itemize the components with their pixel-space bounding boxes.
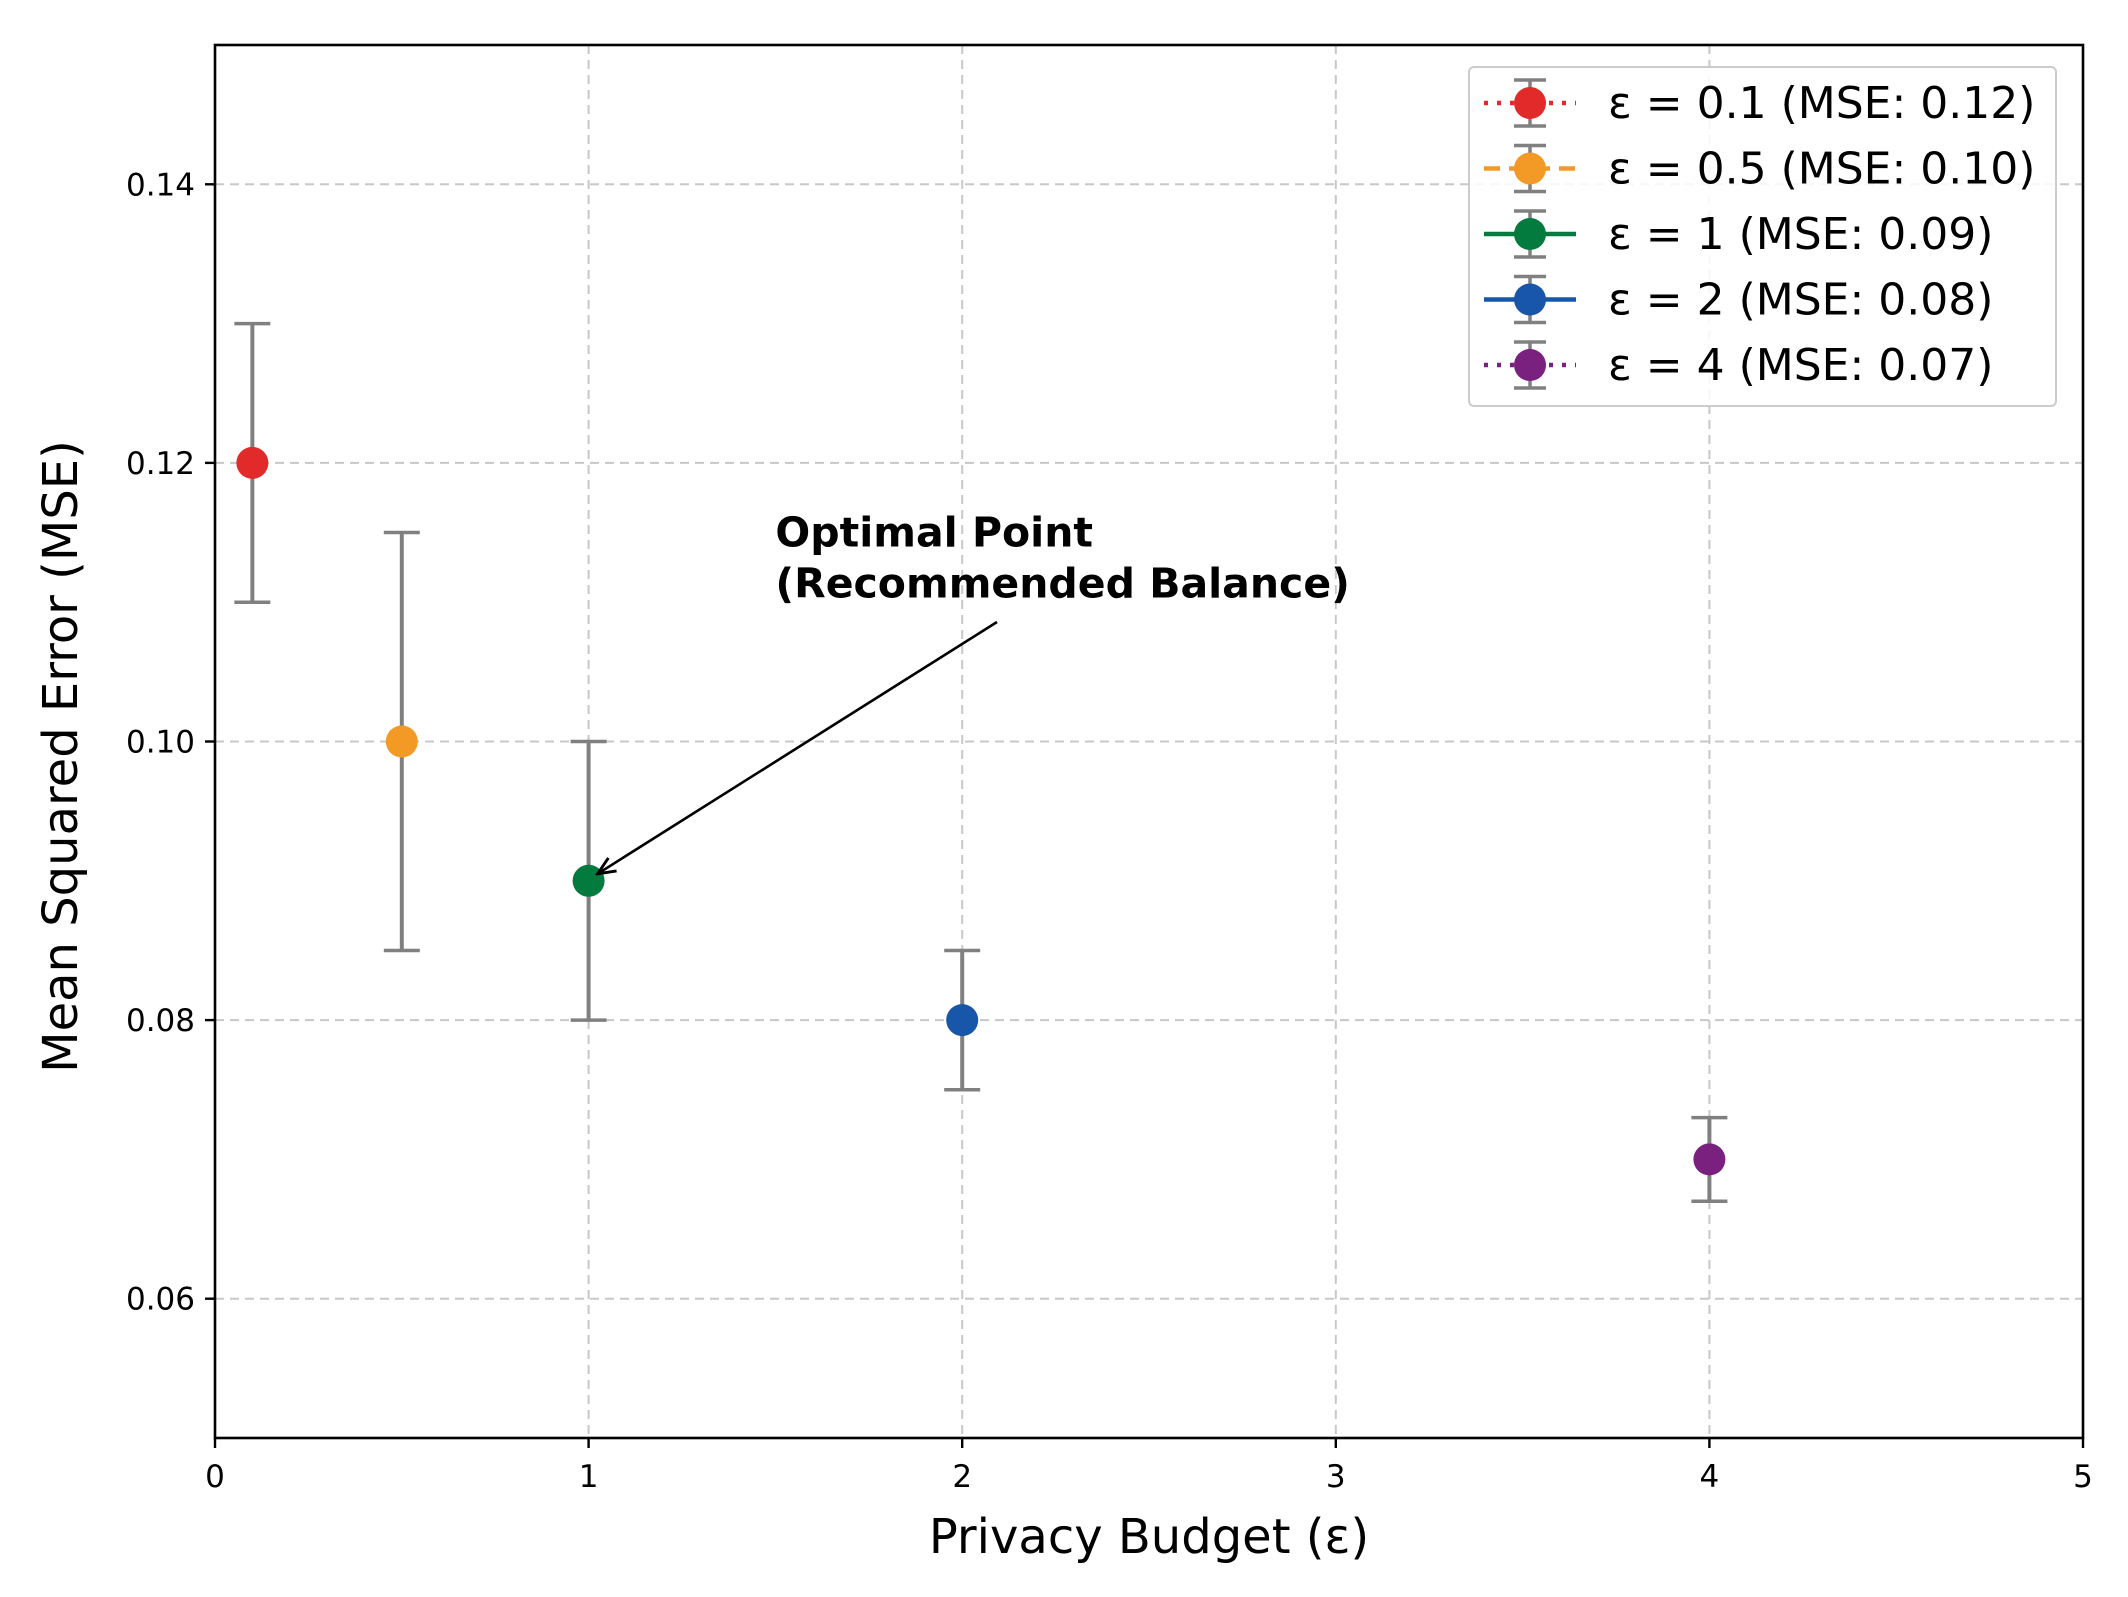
legend-label-2: ε = 1 (MSE: 0.09) (1608, 209, 1993, 260)
x-tick-label-5: 5 (2073, 1459, 2093, 1495)
annotation-line-2: (Recommended Balance) (775, 559, 1349, 607)
y-axis-label: Mean Squared Error (MSE) (33, 440, 89, 1073)
legend-item-4: ε = 4 (MSE: 0.07) (1484, 340, 1993, 391)
legend-item-3: ε = 2 (MSE: 0.08) (1484, 275, 1993, 326)
data-point-1 (385, 725, 418, 758)
data-point-0 (236, 446, 269, 479)
legend-box (1468, 66, 2057, 407)
data-point-3 (946, 1004, 979, 1037)
legend-item-0: ε = 0.1 (MSE: 0.12) (1484, 78, 2035, 129)
legend-item-1: ε = 0.5 (MSE: 0.10) (1484, 144, 2035, 195)
annotation-arrow (598, 620, 998, 874)
x-tick-label-0: 0 (205, 1459, 225, 1495)
x-tick-label-1: 1 (579, 1459, 599, 1495)
x-tick-label-4: 4 (1700, 1459, 1720, 1495)
legend-marker-0 (1514, 87, 1546, 119)
x-axis-label: Privacy Budget (ε) (929, 1509, 1369, 1565)
legend-label-1: ε = 0.5 (MSE: 0.10) (1608, 144, 2035, 195)
plot-marks (234, 321, 1728, 1203)
legend-label-3: ε = 2 (MSE: 0.08) (1608, 275, 1993, 326)
annotation-text: Optimal Point (Recommended Balance) (775, 508, 1349, 607)
y-tick-label-3: 0.12 (126, 446, 195, 482)
series-2 (570, 739, 607, 1022)
legend-item-2: ε = 1 (MSE: 0.09) (1484, 209, 1993, 260)
series-3 (944, 948, 981, 1092)
y-tick-label-0: 0.06 (126, 1282, 195, 1318)
legend-label-4: ε = 4 (MSE: 0.07) (1608, 340, 1993, 391)
y-tick-label-1: 0.08 (126, 1003, 195, 1039)
x-tick-label-2: 2 (952, 1459, 972, 1495)
series-1 (383, 530, 420, 953)
y-tick-label-4: 0.14 (126, 167, 195, 203)
data-point-4 (1693, 1143, 1726, 1176)
legend-marker-3 (1514, 283, 1546, 316)
annotation-line-1: Optimal Point (775, 508, 1093, 556)
legend-marker-1 (1514, 152, 1546, 185)
series-4 (1691, 1115, 1728, 1203)
annotation: Optimal Point (Recommended Balance) (598, 508, 1350, 873)
x-tick-label-3: 3 (1326, 1459, 1346, 1495)
legend-marker-4 (1514, 349, 1546, 381)
axis-ticks: 0 1 2 3 4 5 0.06 0.08 0.10 0.12 0.14 (126, 167, 2093, 1495)
legend: ε = 0.1 (MSE: 0.12) ε = 0.5 (MSE: 0.10) ε … (1468, 66, 2057, 407)
series-0 (234, 321, 271, 604)
legend-label-0: ε = 0.1 (MSE: 0.12) (1608, 78, 2035, 129)
data-point-2 (572, 864, 605, 897)
y-tick-label-2: 0.10 (126, 725, 195, 761)
legend-marker-2 (1514, 218, 1546, 250)
